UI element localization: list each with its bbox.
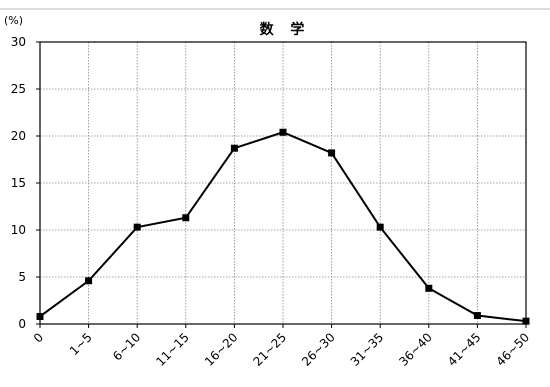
x-tick-label: 0 <box>31 330 46 345</box>
x-axis-ticks: 0 1~5 6~10 11~15 16~20 21~25 26~30 31~35 36~40 41… <box>31 324 532 369</box>
x-tick-label: 31~35 <box>348 330 387 369</box>
y-tick-label: 20 <box>11 129 26 143</box>
y-tick-label: 30 <box>11 35 26 49</box>
data-point <box>230 144 238 152</box>
data-points <box>36 128 530 325</box>
x-tick-label: 36~40 <box>396 330 435 369</box>
data-point <box>182 214 190 222</box>
data-point <box>376 223 384 231</box>
y-tick-label: 10 <box>11 223 26 237</box>
data-point <box>133 223 141 231</box>
data-point <box>522 317 530 325</box>
y-axis-ticks: 0 5 10 15 20 25 30 <box>11 35 40 331</box>
y-tick-label: 5 <box>18 270 26 284</box>
chart-title: 数 学 <box>260 21 311 38</box>
y-tick-label: 15 <box>11 176 26 190</box>
y-tick-label: 25 <box>11 82 26 96</box>
data-point <box>473 312 481 320</box>
x-tick-label: 26~30 <box>299 330 338 369</box>
data-point <box>425 284 433 292</box>
x-tick-label: 6~10 <box>110 330 143 363</box>
x-tick-label: 16~20 <box>202 330 241 369</box>
data-point <box>328 149 336 157</box>
y-axis-unit: (%) <box>4 14 23 27</box>
gridlines <box>40 42 526 324</box>
data-point <box>36 312 44 320</box>
x-tick-label: 46~50 <box>494 330 533 369</box>
x-tick-label: 41~45 <box>445 330 484 369</box>
data-point <box>279 128 287 136</box>
series-line <box>39 131 527 323</box>
x-tick-label: 11~15 <box>153 330 192 369</box>
y-tick-label: 0 <box>18 317 26 331</box>
x-tick-label: 1~5 <box>67 330 95 358</box>
data-point <box>85 277 93 285</box>
x-tick-label: 21~25 <box>251 330 290 369</box>
